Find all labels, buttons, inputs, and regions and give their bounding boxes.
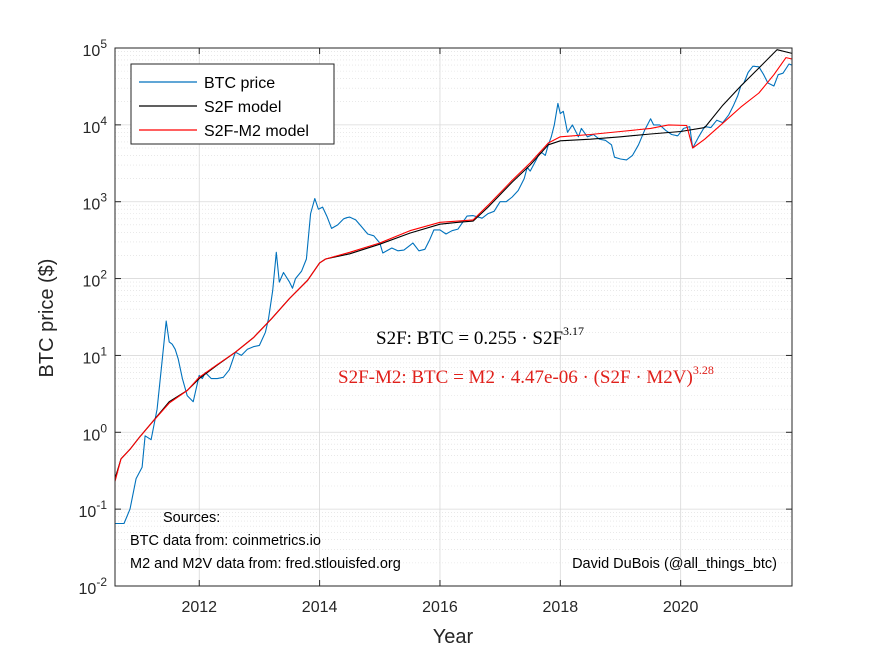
legend-box	[130, 63, 335, 145]
grid	[115, 47, 792, 587]
sources-m2: M2 and M2V data from: fred.stlouisfed.or…	[130, 556, 401, 572]
x-axis-ticks: 2012 2014 2016 2018 2020	[181, 48, 699, 616]
y-tick-label: 105	[83, 37, 108, 60]
x-tick-label: 2014	[302, 599, 338, 616]
formula-s2f-m2-exponent: 3.28	[693, 363, 714, 377]
series-line-s2f-m2-model	[114, 57, 793, 482]
formula-s2f-m2: S2F-M2: BTC = M2 · 4.47e-06 · (S2F · M2V…	[338, 363, 714, 388]
x-axis-label: Year	[433, 626, 474, 648]
x-tick-label: 2018	[543, 599, 579, 616]
y-tick-label: 103	[83, 191, 108, 214]
legend: BTC price S2F model S2F-M2 model	[130, 63, 335, 145]
x-tick-label: 2012	[181, 599, 217, 616]
axes-box	[114, 47, 793, 587]
y-tick-label: 10-1	[79, 498, 108, 521]
x-tick-label: 2020	[663, 599, 699, 616]
formula-s2f-exponent: 3.17	[563, 324, 584, 338]
x-tick-label: 2016	[422, 599, 458, 616]
y-tick-label: 10-2	[79, 575, 108, 598]
legend-label-s2f-m2-model: S2F-M2 model	[204, 123, 309, 140]
formula-s2f-text: S2F: BTC = 0.255 · S2F	[376, 328, 563, 349]
y-tick-label: 104	[83, 114, 108, 137]
y-tick-label: 101	[83, 344, 108, 367]
sources-title: Sources:	[163, 510, 220, 526]
y-axis-label: BTC price ($)	[36, 259, 58, 378]
formula-s2f-m2-text: S2F-M2: BTC = M2 · 4.47e-06 · (S2F · M2V…	[338, 367, 693, 388]
author-credit: David DuBois (@all_things_btc)	[572, 556, 777, 572]
sources-btc: BTC data from: coinmetrics.io	[130, 533, 321, 549]
legend-label-btc-price: BTC price	[204, 75, 275, 92]
y-tick-label: 100	[83, 421, 108, 444]
legend-label-s2f-model: S2F model	[204, 99, 281, 116]
y-tick-label: 102	[83, 268, 108, 291]
y-axis-ticks: 10-2 10-1 100 101 102 103 104 105	[79, 37, 792, 598]
formula-s2f: S2F: BTC = 0.255 · S2F3.17	[376, 324, 584, 349]
series-group	[114, 49, 793, 525]
